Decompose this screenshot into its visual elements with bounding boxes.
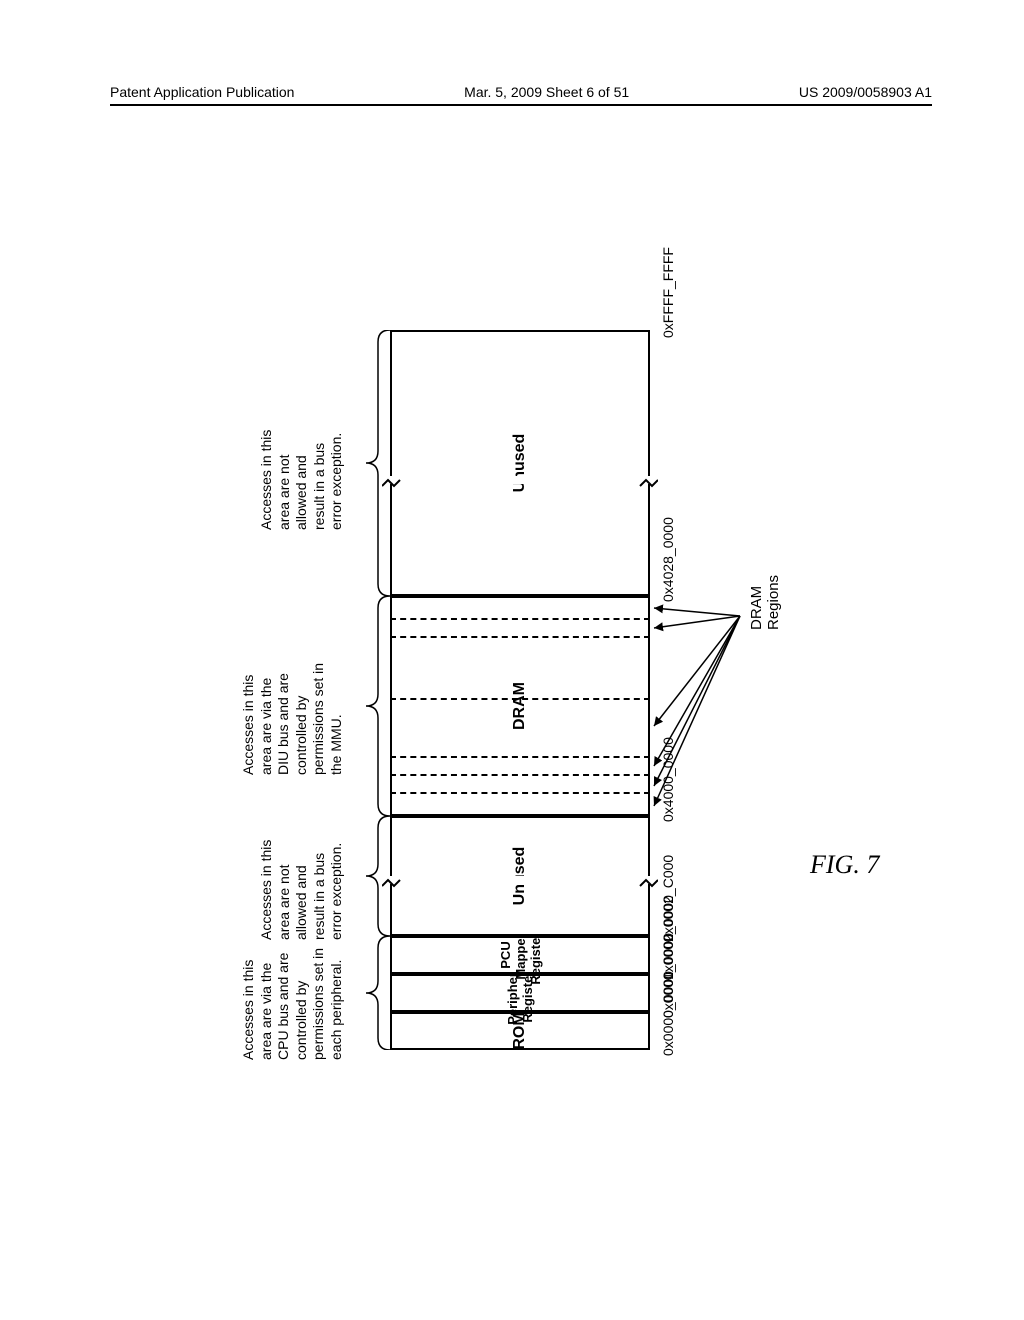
dram-region-divider [390, 698, 650, 700]
dram-region-arrows [650, 556, 760, 816]
figure-caption: FIG. 7 [810, 850, 879, 880]
memory-map-diagram: ROM Peripheral Registers PCU Mapped Regi… [150, 330, 870, 1050]
header-left: Patent Application Publication [110, 84, 294, 100]
brace-icon [360, 596, 390, 816]
annotation-unused-2: Accesses in thisarea are notallowed andr… [258, 360, 346, 530]
header-right: US 2009/0058903 A1 [799, 84, 932, 100]
dram-region-divider [390, 792, 650, 794]
mem-block-unused-2: Unused [390, 330, 650, 596]
brace-icon [360, 816, 390, 936]
addr-label: 0x0002_C000 [660, 855, 676, 942]
dram-region-divider [390, 618, 650, 620]
annotation-text: Accesses in thisarea are notallowed andr… [258, 840, 344, 940]
dram-regions-label: DRAMRegions [748, 575, 782, 630]
annotation-unused-1: Accesses in thisarea are notallowed andr… [258, 770, 346, 940]
mem-block-dram: DRAM [390, 596, 650, 816]
mem-label-dram: DRAM [511, 682, 529, 730]
header-center: Mar. 5, 2009 Sheet 6 of 51 [464, 84, 629, 100]
figure-7: ROM Peripheral Registers PCU Mapped Regi… [50, 260, 970, 1120]
brace-icon [360, 936, 390, 1050]
annotation-diu-bus: Accesses in thisarea are via theDIU bus … [240, 605, 345, 775]
annotation-text: Accesses in thisarea are via theCPU bus … [240, 948, 344, 1060]
dram-region-divider [390, 774, 650, 776]
break-mark-icon [382, 468, 658, 492]
dram-region-divider [390, 636, 650, 638]
break-mark-icon [382, 868, 658, 892]
mem-block-pcu: PCU Mapped Registers [390, 936, 650, 974]
addr-label: 0xFFFF_FFFF [660, 247, 676, 338]
page-header: Patent Application Publication Mar. 5, 2… [110, 84, 932, 106]
dram-regions-text: DRAMRegions [748, 575, 782, 630]
annotation-text: Accesses in thisarea are via theDIU bus … [240, 663, 344, 775]
dram-region-divider [390, 756, 650, 758]
annotation-text: Accesses in thisarea are notallowed andr… [258, 430, 344, 530]
brace-icon [360, 330, 390, 596]
